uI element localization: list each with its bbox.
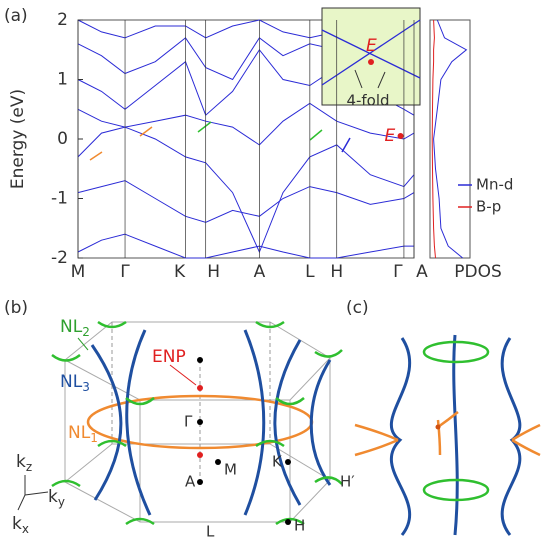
inset-note: 4-fold [346,92,389,110]
nodal-line [391,335,520,535]
legend-label: Mn-d [476,176,513,194]
point-label: L [206,523,215,541]
pdos-frame [430,20,470,258]
axis-label: kx [12,514,29,536]
x-tick-label: M [71,262,86,282]
point [436,425,441,430]
panel-label: (b) [4,298,28,318]
hex-edges [65,358,330,522]
nodal-ring [424,342,488,362]
panel-label: (a) [4,6,28,26]
series-line [78,127,414,252]
point [285,519,291,525]
x-tick-label: Γ [120,262,130,282]
annotation: E [385,126,396,146]
axis-arrows [18,475,48,510]
x-axis-label: PDOS [454,262,502,282]
point-label: H [294,517,305,535]
inset-point [368,59,374,65]
series-line [78,103,414,145]
y-tick-label: -2 [51,248,68,268]
nl2-label: NL2 [60,317,90,339]
axis-label: ky [48,487,65,509]
nodal-line-2 [52,441,342,524]
point [285,459,291,465]
point [197,479,203,485]
axis-label: kz [16,452,32,474]
point-label: A [185,473,196,491]
arrow [342,138,350,152]
y-axis-label: Energy (eV) [8,89,28,189]
point-label: K [272,453,283,471]
nodal-structure [355,335,540,535]
point [398,133,404,139]
point [215,459,221,465]
series-line [434,20,467,258]
x-tick-label: L [305,262,315,282]
arrow [90,127,152,160]
point-label: H′ [340,473,355,491]
point [197,357,203,363]
x-tick-label: Γ [393,262,403,282]
enp-point [197,385,203,391]
inset-label: E [366,36,377,56]
panel-label: (c) [346,298,369,318]
figure: (a) (b) (c) Energy (eV) PDOS E 4-fold [0,0,544,545]
x-tick-label: A [416,262,428,282]
x-tick-label: A [254,262,266,282]
y-tick-label: -1 [51,189,68,209]
y-tick-label: 0 [57,129,68,149]
nl1-label: NL1 [68,423,98,445]
series-line [78,181,414,223]
point-label: M [224,461,237,479]
legend-label: B-p [476,198,501,216]
x-tick-label: H [207,262,220,282]
enp-label: ENP [152,347,186,367]
nodal-line-3 [92,330,330,515]
arrow [198,122,322,140]
enp-point [197,452,203,458]
x-tick-label: K [174,262,186,282]
nodal-line-1 [355,412,540,455]
x-tick-label: H [330,262,343,282]
point-label: Γ [184,413,193,431]
y-tick-label: 2 [57,10,68,30]
nl3-label: NL3 [60,372,90,394]
point [197,419,203,425]
y-tick-label: 1 [57,70,68,90]
enp-pointer [170,365,196,385]
brillouin-zone: ENP NL2 NL3 NL1 Γ M A K H′ L H kz ky kx [12,317,355,541]
series-line [78,234,414,258]
